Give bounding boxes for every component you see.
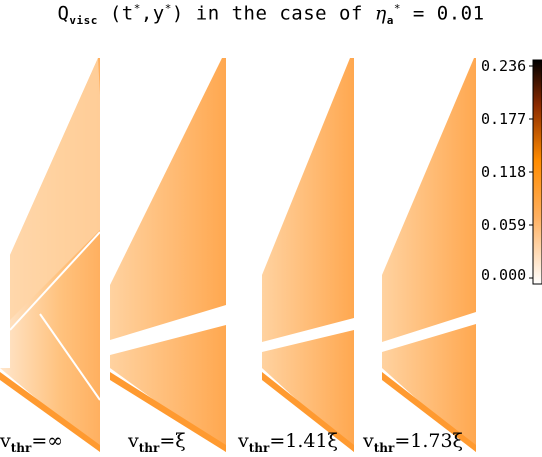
panel-4-heatmap bbox=[382, 58, 476, 457]
panel-2-heatmap bbox=[110, 58, 226, 457]
panel-1-heatmap bbox=[0, 0, 101, 457]
figure-title: Qvisc (t*,y*) in the case of ηa* = 0.01 bbox=[57, 2, 485, 28]
panel-1-label: vthr=∞ bbox=[0, 430, 64, 455]
colorbar bbox=[529, 59, 542, 285]
panel-4-label: vthr=1.73ξ bbox=[363, 430, 464, 455]
colorbar-tick-label: 0.059 bbox=[481, 216, 527, 234]
colorbar-tick-label: 0.000 bbox=[481, 266, 527, 284]
panel-2-label: vthr=ξ bbox=[128, 430, 186, 455]
colorbar-tick-label: 0.236 bbox=[481, 57, 527, 75]
colorbar-tick-label: 0.118 bbox=[481, 163, 527, 181]
panel-3-heatmap bbox=[262, 58, 354, 457]
colorbar-tick-label: 0.177 bbox=[481, 110, 527, 128]
panel-3-label: vthr=1.41ξ bbox=[238, 430, 339, 455]
